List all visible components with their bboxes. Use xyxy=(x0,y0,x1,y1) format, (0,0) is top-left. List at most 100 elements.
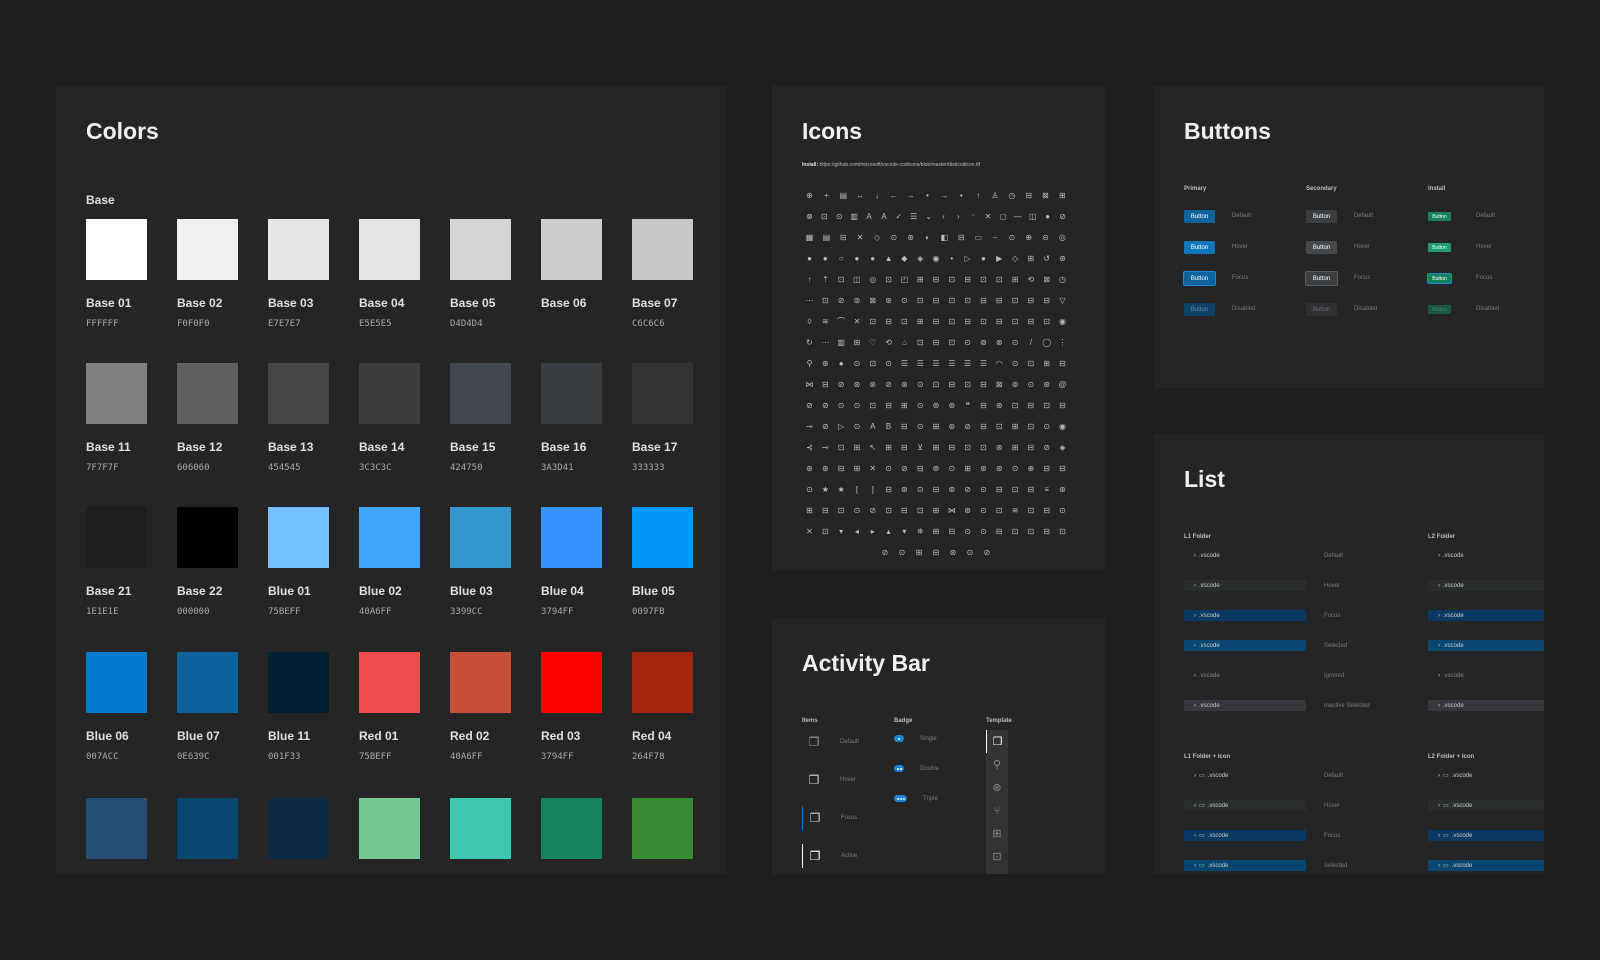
codicon-glyph-icon: ◊ xyxy=(807,317,812,326)
codicon-glyph-icon: ▷ xyxy=(964,254,971,263)
swatch-hex: FFFFFF xyxy=(86,319,119,329)
list-item[interactable]: › .vscode xyxy=(1428,580,1544,591)
list-item[interactable]: › .vscode xyxy=(1428,700,1544,711)
list-item[interactable]: › ▭ .vscode xyxy=(1184,830,1306,841)
buttons-panel: Buttons Primary Button Default Button Hover B… xyxy=(1154,86,1544,388)
swatch-name: Base 01 xyxy=(86,296,132,310)
codicon-glyph-icon: ⊟ xyxy=(1059,464,1066,473)
codicon-glyph-icon: ⊙ xyxy=(964,527,971,536)
codicon-glyph-icon: ⊘ xyxy=(1059,212,1066,221)
sample-button[interactable]: Button xyxy=(1306,210,1337,223)
buttons-title: Buttons xyxy=(1184,118,1271,144)
codicon-glyph-icon: ⊟ xyxy=(964,317,971,326)
sample-button[interactable]: Button xyxy=(1184,241,1215,254)
list-item[interactable]: › .vscode xyxy=(1428,670,1544,681)
sample-button[interactable]: Button xyxy=(1184,210,1215,223)
codicon-glyph-icon: ⊞ xyxy=(1011,275,1019,284)
swatch-hex: 007ACC xyxy=(86,752,119,762)
copy-icon[interactable]: ❐ xyxy=(808,773,820,787)
codicon-glyph-icon: ❝ xyxy=(965,401,970,410)
swatch-hex: 40A6FF xyxy=(359,607,392,617)
codicon-glyph-icon: ⊡ xyxy=(916,338,924,347)
list-item[interactable]: › ▭ .vscode xyxy=(1428,800,1544,811)
debug-icon[interactable]: ⊛ xyxy=(992,782,1002,794)
codicon-glyph-icon: ⊞ xyxy=(1011,443,1019,452)
sample-button[interactable]: Button xyxy=(1428,305,1451,314)
sample-button[interactable]: Button xyxy=(1306,241,1337,254)
codicon-glyph-icon: ◂ xyxy=(854,527,859,536)
color-chip xyxy=(359,363,420,424)
color-swatch: Base 12 606060 xyxy=(177,363,268,473)
sample-button[interactable]: Button xyxy=(1306,272,1337,285)
codicon-glyph-icon: ⊡ xyxy=(948,338,956,347)
sample-button[interactable]: Button xyxy=(1184,272,1215,285)
list-title: List xyxy=(1184,466,1225,492)
sample-button[interactable]: Button xyxy=(1184,303,1215,316)
codicon-glyph-icon: ⊙ xyxy=(916,380,924,389)
codicon-glyph-icon: ⇡ xyxy=(821,275,829,284)
button-column-title: Install xyxy=(1428,186,1446,192)
list-item[interactable]: › ▭ .vscode xyxy=(1428,860,1544,871)
sample-button[interactable]: Button xyxy=(1306,303,1337,316)
search-icon[interactable]: ⚲ xyxy=(992,759,1002,771)
sample-button[interactable]: Button xyxy=(1428,212,1451,221)
list-item[interactable]: › ▭ .vscode xyxy=(1428,770,1544,781)
list-item[interactable]: › ▭ .vscode xyxy=(1428,830,1544,841)
l2-folder-title: L2 Folder xyxy=(1428,534,1456,540)
notification-badge xyxy=(894,735,904,742)
codicon-glyph-icon: ☰ xyxy=(916,359,924,368)
color-swatch: Base 21 1E1E1E xyxy=(86,507,177,617)
copy-icon[interactable]: ❐ xyxy=(802,844,827,868)
color-chip xyxy=(177,798,238,859)
list-item[interactable]: › .vscode xyxy=(1184,580,1306,591)
explorer-icon[interactable]: ❐ xyxy=(986,730,1008,753)
list-item-label: .vscode xyxy=(1199,552,1220,559)
list-item[interactable]: › .vscode xyxy=(1184,640,1306,651)
copy-icon[interactable]: ❐ xyxy=(802,806,827,830)
install-url[interactable]: https://github.com/microsoft/vscode-codi… xyxy=(819,162,981,168)
icons-title: Icons xyxy=(802,118,863,144)
codicon-glyph-icon: ⊞ xyxy=(1011,422,1019,431)
list-item[interactable]: › .vscode xyxy=(1184,610,1306,621)
swatch-name: Base 11 xyxy=(86,440,131,454)
list-item[interactable]: › .vscode xyxy=(1428,610,1544,621)
list-item[interactable]: › .vscode xyxy=(1184,550,1306,561)
list-item[interactable]: › .vscode xyxy=(1184,700,1306,711)
remote-icon[interactable]: ⊡ xyxy=(992,851,1002,863)
source-control-icon[interactable]: ⑂ xyxy=(993,804,1001,817)
swatch-hex: 3399CC xyxy=(450,607,483,617)
codicon-glyph-icon: ⊙ xyxy=(964,338,971,347)
folder-icon: ▭ xyxy=(1443,863,1449,869)
codicon-glyph-icon: ⊘ xyxy=(901,464,908,473)
list-item[interactable]: › .vscode xyxy=(1184,670,1306,681)
codicon-glyph-icon: ⊟ xyxy=(964,275,971,284)
codicon-glyph-icon: ⟲ xyxy=(1027,275,1035,284)
list-item[interactable]: › ▭ .vscode xyxy=(1184,770,1306,781)
codicon-glyph-icon: ⊛ xyxy=(948,422,956,431)
activity-item-state: Focus xyxy=(841,815,858,821)
codicon-glyph-icon: ⊕ xyxy=(1025,233,1033,242)
codicon-glyph-icon: ⊡ xyxy=(1011,401,1019,410)
codicon-glyph-icon: ⊡ xyxy=(995,275,1003,284)
activity-bar-template: ❐ ⚲ ⊛ ⑂ ⊞ ⊡ xyxy=(986,730,1008,874)
sample-button[interactable]: Button xyxy=(1428,243,1451,252)
codicon-glyph-icon: ⊡ xyxy=(869,401,877,410)
codicon-glyph-icon: → xyxy=(940,191,949,200)
list-item[interactable]: › ▭ .vscode xyxy=(1184,860,1306,871)
color-chip xyxy=(359,507,420,568)
list-item[interactable]: › .vscode xyxy=(1428,550,1544,561)
list-item[interactable]: › ▭ .vscode xyxy=(1184,800,1306,811)
codicon-glyph-icon: ⊡ xyxy=(995,506,1003,515)
sample-button[interactable]: Button xyxy=(1428,274,1451,283)
color-swatch: Base 22 000000 xyxy=(177,507,268,617)
color-swatch: Red 01 75BEFF xyxy=(359,652,450,762)
activity-bar-title: Activity Bar xyxy=(802,650,930,676)
button-column-title: Secondary xyxy=(1306,186,1337,192)
list-item-label: .vscode xyxy=(1451,832,1473,839)
codicon-glyph-icon: ⊛ xyxy=(885,296,892,305)
copy-icon[interactable]: ❐ xyxy=(808,735,820,749)
codicon-glyph-icon: ⊞ xyxy=(932,527,940,536)
color-swatch xyxy=(632,798,723,874)
list-item[interactable]: › .vscode xyxy=(1428,640,1544,651)
extensions-icon[interactable]: ⊞ xyxy=(992,828,1002,840)
